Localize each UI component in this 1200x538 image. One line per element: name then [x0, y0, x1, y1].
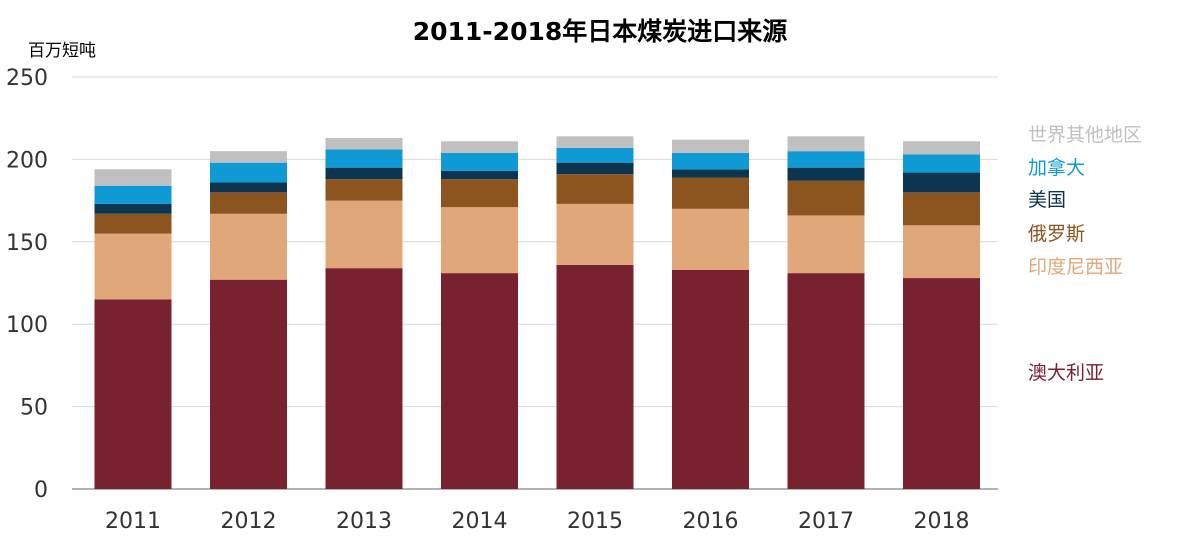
bar-segment — [325, 268, 403, 489]
bar-segment — [210, 162, 287, 183]
bar-segment — [94, 233, 172, 300]
bar-segment — [325, 149, 403, 168]
bar-segment — [672, 139, 749, 153]
x-tick-label: 2018 — [914, 509, 970, 534]
bar-segment — [441, 170, 518, 180]
legend-item: 澳大利亚 — [1028, 362, 1105, 384]
bar-segment — [787, 180, 865, 216]
bar-segment — [672, 169, 749, 178]
bar-segment — [210, 192, 287, 214]
x-tick-label: 2013 — [336, 509, 392, 534]
bar-segment — [441, 207, 518, 274]
bar-segment — [787, 151, 865, 168]
legend-item: 美国 — [1028, 189, 1067, 211]
bar-segment — [556, 203, 634, 265]
bar-segment — [94, 203, 172, 214]
bar-segment — [556, 174, 634, 204]
bar-segment — [441, 179, 518, 208]
bar-segment — [672, 269, 749, 489]
bar-segment — [441, 273, 518, 489]
bar-segment — [672, 208, 749, 270]
bar-segment — [325, 137, 403, 150]
bar-segment — [903, 225, 980, 279]
bar-segment — [94, 213, 172, 234]
y-tick-label: 200 — [6, 148, 48, 173]
x-tick-label: 2011 — [105, 509, 161, 534]
bar-segment — [556, 147, 634, 163]
bar-segment — [210, 182, 287, 193]
bar-segment — [903, 141, 980, 155]
x-tick-label: 2016 — [683, 509, 739, 534]
legend-item: 加拿大 — [1028, 157, 1086, 179]
x-tick-label: 2017 — [798, 509, 854, 534]
chart-title: 2011-2018年日本煤炭进口来源 — [412, 17, 788, 46]
bar-segment — [441, 141, 518, 153]
bar-segment — [903, 154, 980, 173]
y-tick-label: 250 — [6, 66, 48, 91]
bar-segment — [903, 278, 980, 489]
bar-segment — [556, 264, 634, 489]
bar-segment — [787, 273, 865, 489]
bar-segment — [672, 152, 749, 170]
y-tick-label: 100 — [6, 313, 48, 338]
bar-segment — [210, 279, 287, 489]
bar-segment — [441, 152, 518, 171]
y-tick-label: 50 — [20, 396, 48, 421]
bar-segment — [903, 192, 980, 226]
y-axis-label: 百万短吨 — [28, 41, 96, 61]
bar-segment — [787, 136, 865, 152]
bar-segment — [672, 177, 749, 209]
bar-segment — [94, 169, 172, 186]
y-tick-label: 0 — [34, 478, 48, 503]
bar-segment — [210, 151, 287, 163]
legend-item: 俄罗斯 — [1028, 223, 1086, 245]
bar-segment — [556, 162, 634, 175]
bar-segment — [787, 215, 865, 274]
y-tick-label: 150 — [6, 231, 48, 256]
bar-segment — [210, 213, 287, 280]
bar-segment — [94, 185, 172, 204]
legend-item: 世界其他地区 — [1028, 124, 1143, 146]
bar-segment — [787, 167, 865, 181]
x-tick-label: 2015 — [567, 509, 623, 534]
bar-segment — [94, 299, 172, 489]
x-tick-label: 2014 — [452, 509, 508, 534]
x-tick-label: 2012 — [221, 509, 277, 534]
bar-segment — [556, 136, 634, 148]
bar-segment — [325, 200, 403, 269]
bar-segment — [903, 172, 980, 193]
bar-segment — [325, 179, 403, 201]
bar-segment — [325, 167, 403, 180]
legend-item: 印度尼西亚 — [1028, 256, 1124, 278]
